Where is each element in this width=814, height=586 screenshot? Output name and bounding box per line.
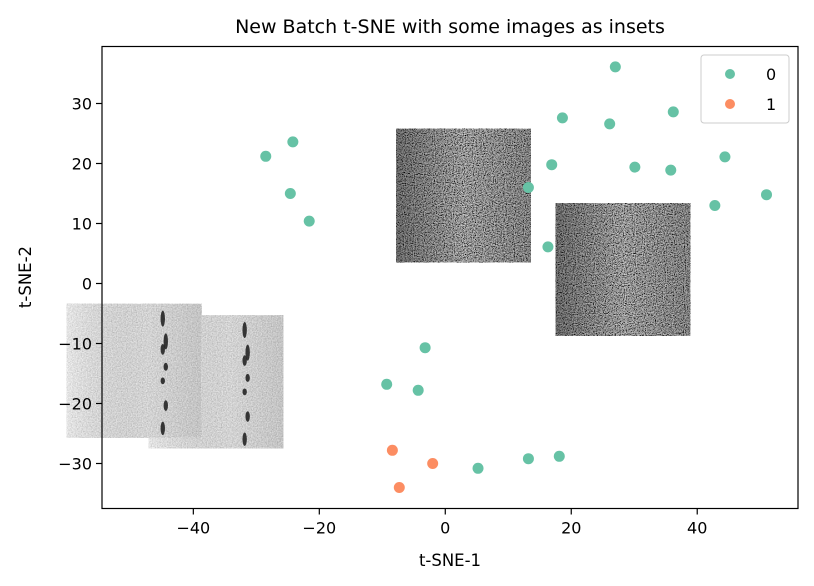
data-point-series-0 xyxy=(629,161,641,173)
data-point-series-0 xyxy=(553,450,565,462)
data-point-series-0 xyxy=(284,188,296,199)
streak-mark xyxy=(163,400,168,411)
data-point-series-0 xyxy=(556,112,568,124)
legend-marker-1 xyxy=(725,99,735,109)
y-tick-label: −10 xyxy=(58,335,92,354)
data-point-series-0 xyxy=(287,136,299,148)
y-tick-label: 10 xyxy=(72,215,92,234)
streak-mark xyxy=(242,355,247,366)
y-axis-ticks: −30 −20 −10 0 10 20 30 xyxy=(58,95,102,474)
streak-mark xyxy=(245,344,250,361)
x-tick-label: 40 xyxy=(687,519,707,538)
legend-label-1: 1 xyxy=(766,95,776,114)
data-point-series-0 xyxy=(665,164,677,176)
data-point-series-0 xyxy=(472,462,484,474)
data-point-series-0 xyxy=(719,151,731,163)
data-point-series-0 xyxy=(412,384,424,396)
streak-mark xyxy=(245,411,250,422)
x-tick-label: 0 xyxy=(440,519,450,538)
streak-mark xyxy=(242,432,247,446)
streak-mark xyxy=(160,344,165,355)
y-tick-label: −20 xyxy=(58,395,92,414)
streak-mark xyxy=(160,377,165,385)
data-point-series-0 xyxy=(542,241,554,253)
x-tick-label: 20 xyxy=(561,519,581,538)
data-point-series-0 xyxy=(303,215,315,227)
streak-mark xyxy=(242,388,247,396)
inset-images xyxy=(66,128,691,449)
data-point-series-0 xyxy=(260,150,272,162)
streak-mark xyxy=(160,421,165,436)
data-point-series-0 xyxy=(419,342,431,354)
data-point-series-0 xyxy=(546,159,558,171)
y-tick-label: 30 xyxy=(72,95,92,114)
legend-label-0: 0 xyxy=(766,65,776,84)
streak-mark xyxy=(245,373,250,382)
x-axis-ticks: −40 −20 0 20 40 xyxy=(176,508,707,538)
legend-box xyxy=(700,54,790,124)
data-point-series-0 xyxy=(761,189,773,201)
data-point-series-1 xyxy=(427,458,439,469)
x-tick-label: −20 xyxy=(302,519,336,538)
y-tick-label: 20 xyxy=(72,155,92,174)
data-point-series-0 xyxy=(522,453,534,465)
x-tick-label: −40 xyxy=(176,519,210,538)
data-point-series-0 xyxy=(667,106,679,118)
inset-right-noise xyxy=(555,203,691,336)
x-axis-label: t-SNE-1 xyxy=(419,551,481,570)
inset-center-noise xyxy=(396,128,531,263)
chart-title: New Batch t-SNE with some images as inse… xyxy=(235,16,665,38)
scatter-points xyxy=(260,61,773,493)
inset-left-streak-front xyxy=(66,303,202,438)
data-point-series-1 xyxy=(386,444,398,456)
legend-marker-0 xyxy=(725,69,735,79)
data-point-series-0 xyxy=(604,118,616,130)
y-tick-label: −30 xyxy=(58,455,92,474)
y-axis-label: t-SNE-2 xyxy=(16,246,35,308)
data-point-series-0 xyxy=(522,182,534,193)
streak-mark xyxy=(160,310,165,327)
data-point-series-0 xyxy=(609,61,621,73)
streak-mark xyxy=(163,362,168,371)
streak-mark xyxy=(242,321,247,338)
legend: 0 1 xyxy=(700,54,790,124)
data-point-series-1 xyxy=(393,482,405,493)
data-point-series-0 xyxy=(381,378,393,390)
streak-mark xyxy=(163,333,168,350)
plot-frame xyxy=(101,45,799,510)
data-point-series-0 xyxy=(709,200,721,211)
y-tick-label: 0 xyxy=(82,275,92,294)
